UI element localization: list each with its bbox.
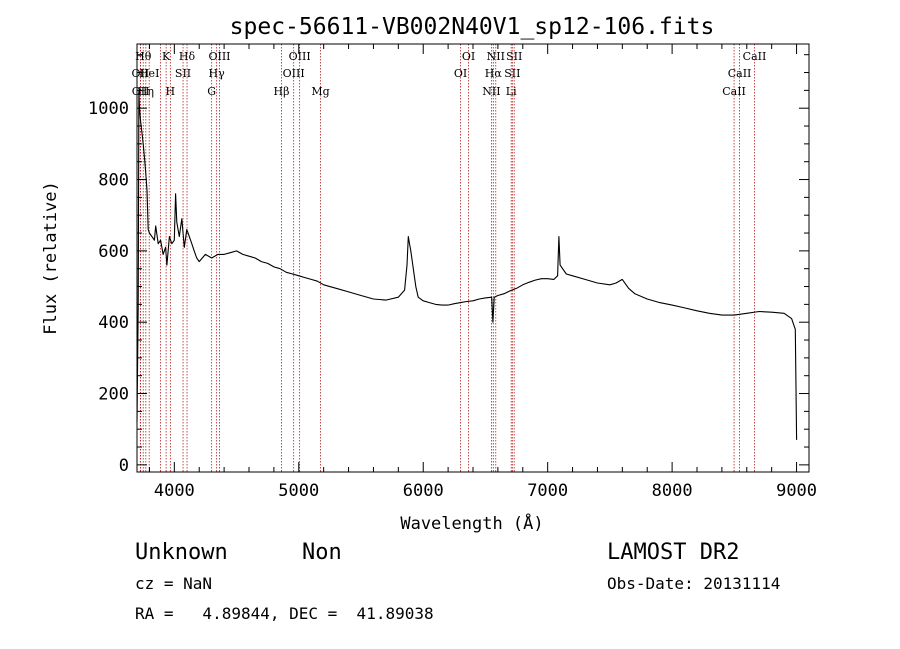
chart-title: spec-56611-VB002N40V1_sp12-106.fits [230, 14, 715, 40]
spectral-line-label: Hθ [135, 50, 152, 63]
spectral-line-label: CaII [722, 85, 746, 98]
spectral-line-label: CaII [743, 50, 767, 63]
spectral-line-label: Hα [485, 67, 503, 80]
spectral-line-label: SII [504, 67, 520, 80]
spectral-line-label: Li [506, 85, 517, 98]
spectral-line-markers [139, 44, 755, 472]
x-tick-label: 7000 [527, 481, 568, 501]
spectral-line-label: CaII [728, 67, 752, 80]
y-tick-label: 800 [98, 171, 129, 191]
x-tick-label: 6000 [403, 481, 444, 501]
spectral-line-label: Mg [311, 85, 329, 98]
spectral-line-label: OI [454, 67, 467, 80]
spectral-line-label: K [162, 50, 171, 63]
spectral-line-label: NII [482, 85, 500, 98]
obs-date-text: Obs-Date: 20131114 [607, 574, 780, 593]
spectral-line-label: NII [487, 50, 505, 63]
spectral-line-label: OIII [208, 50, 230, 63]
survey-name: LAMOST DR2 [607, 540, 739, 565]
spectral-line-label: OIII [283, 67, 305, 80]
spectral-line-label: HeI [139, 67, 159, 80]
redshift-text: cz = NaN [135, 574, 212, 593]
coordinates-text: RA = 4.89844, DEC = 41.89038 [135, 604, 434, 623]
y-axis-label: Flux (relative) [41, 181, 61, 335]
axis-tick-labels: 4000 5000 6000 7000 8000 9000 0 200 400 600 800 100… [88, 99, 817, 501]
spectral-line-label: Hη [138, 85, 154, 98]
x-tick-label: 8000 [652, 481, 693, 501]
plot-frame [136, 43, 810, 473]
spectral-line-label: SII [175, 67, 191, 80]
spectral-line-label: Hγ [209, 67, 226, 80]
spectrum-line [136, 89, 798, 440]
spectral-line-label: OI [462, 50, 475, 63]
spectral-line-label: OII [132, 67, 150, 80]
x-tick-label: 5000 [278, 481, 319, 501]
spectral-line-label: Hδ [179, 50, 196, 63]
spectral-line-label: OII [132, 85, 150, 98]
x-tick-label: 4000 [154, 481, 195, 501]
spectral-line-label: Hβ [274, 85, 290, 98]
spectrum-series [136, 89, 798, 440]
y-tick-label: 200 [98, 385, 129, 405]
x-tick-label: 9000 [776, 481, 817, 501]
spectral-line-label: OIII [289, 50, 311, 63]
spectral-line-label: SII [506, 50, 522, 63]
spectral-line-label: H [166, 85, 176, 98]
axis-ticks [137, 44, 809, 472]
y-tick-label: 600 [98, 242, 129, 262]
y-tick-label: 0 [119, 456, 129, 476]
object-class: Unknown [135, 540, 228, 565]
spectral-line-label: G [207, 85, 216, 98]
object-subclass: Non [302, 540, 342, 565]
x-axis-label: Wavelength (Å) [400, 512, 543, 534]
y-tick-label: 400 [98, 313, 129, 333]
y-tick-label: 1000 [88, 99, 129, 119]
